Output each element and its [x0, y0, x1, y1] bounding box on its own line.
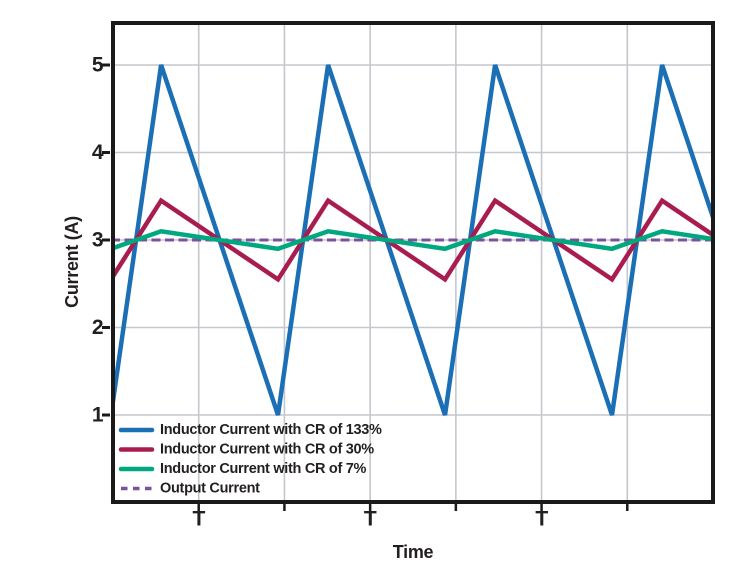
axis-tick-marks	[102, 63, 629, 511]
y-tick-3: 3	[92, 229, 103, 252]
series-inductor-current-with-cr-of-30-	[113, 197, 713, 283]
legend-label-output-current: Output Current	[160, 481, 260, 497]
series-inductor-current-with-cr-of-133-	[113, 64, 713, 416]
x-axis-tick-labels: T T T	[193, 508, 549, 531]
legend-label-cr-133: Inductor Current with CR of 133%	[160, 422, 382, 438]
plot-border	[111, 21, 715, 504]
legend-item-cr-30: Inductor Current with CR of 30%	[118, 442, 375, 458]
x-tick-T-1: T	[193, 508, 206, 531]
y-axis-title: Current (A)	[62, 216, 82, 308]
y-tick-2: 2	[92, 316, 103, 339]
x-axis-title: Time	[393, 542, 434, 562]
legend-item-cr-7: Inductor Current with CR of 7%	[118, 461, 367, 477]
y-axis-tick-labels: 5 4 3 2 1	[92, 54, 105, 427]
legend-label-cr-30: Inductor Current with CR of 30%	[160, 442, 374, 458]
legend-item-output-current: Output Current	[121, 481, 260, 497]
legend-label-cr-7: Inductor Current with CR of 7%	[160, 461, 366, 477]
y-tick-4: 4	[92, 141, 104, 164]
series-layer	[113, 64, 713, 416]
legend-item-cr-133: Inductor Current with CR of 133%	[118, 422, 382, 438]
legend: Inductor Current with CR of 133% Inducto…	[118, 422, 382, 497]
y-tick-5: 5	[92, 54, 104, 77]
y-tick-1: 1	[92, 404, 104, 427]
series-inductor-current-with-cr-of-7-	[113, 228, 713, 252]
x-tick-T-3: T	[535, 508, 548, 531]
x-tick-T-2: T	[364, 508, 377, 531]
